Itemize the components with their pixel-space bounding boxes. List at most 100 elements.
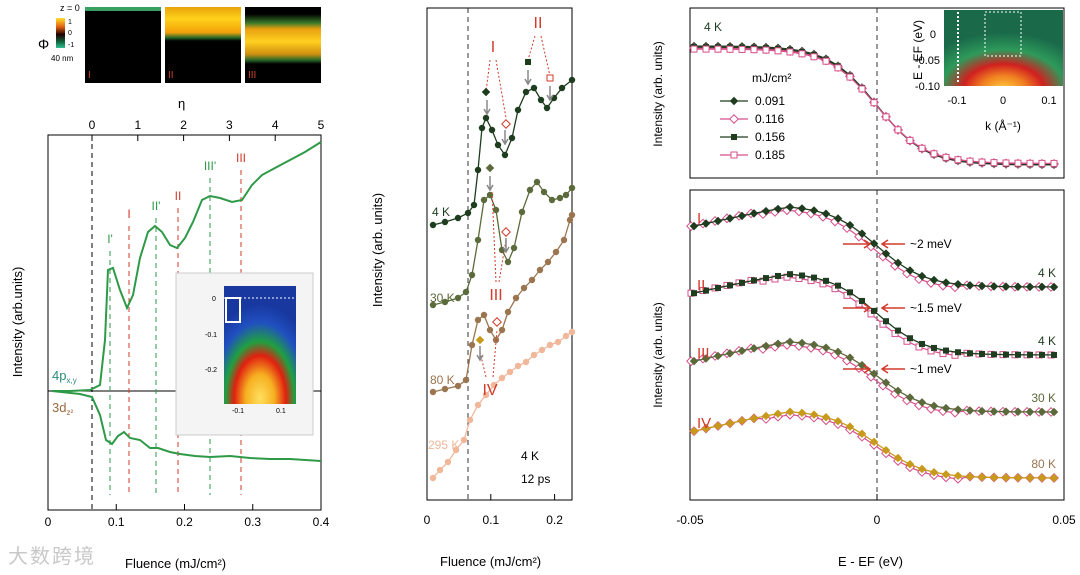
data-point [895,327,901,334]
cbar-tick: -1 [68,42,74,49]
annotation-lines [527,35,551,77]
data-point [835,282,841,289]
data-point [905,393,915,402]
data-point [845,422,855,431]
data-point [1049,282,1059,292]
panel-c-plot: 4 K Intensity (arb. units) mJ/cm² 0.091 0… [651,7,1065,179]
data-point [488,126,496,134]
arrow [486,176,494,192]
data-point [560,236,568,244]
inset-ytick: 0 [212,296,216,303]
data-point [441,385,449,393]
data-point [504,308,512,316]
data-point [546,341,554,349]
data-point [1001,407,1011,416]
inset-ytick: -0.2 [205,367,217,374]
slab-label: III [248,70,256,81]
row-temp: 4 K [1038,266,1056,280]
data-point [510,244,518,252]
data-point [1026,159,1034,167]
slab-label: I [88,70,91,81]
eta-axis: 0 1 2 3 4 5 [89,118,325,141]
annotation-lines [485,59,507,119]
temp-label: 295 K [428,438,459,452]
data-point [701,424,711,433]
data-point [1051,351,1057,358]
data-point [713,351,723,361]
data-point [528,276,536,284]
data-point [821,343,831,352]
data-point [478,124,486,132]
annotation-IV: IV [482,382,497,399]
data-point [965,281,975,290]
data-point [1037,473,1047,483]
legend-label: 0.116 [755,112,784,126]
eta-tick-label: 1 [134,118,141,132]
data-point [514,362,522,370]
data-point [468,341,476,349]
data-point [738,45,746,53]
arrow-right [843,303,872,313]
data-point [918,144,926,152]
data-point [514,106,522,114]
data-point [787,271,793,278]
data-point [558,84,566,92]
data-point [1039,351,1045,358]
data-point [919,340,925,347]
data-point [506,368,514,376]
data-point [1013,473,1023,483]
data-point [729,114,739,124]
data-point [731,134,737,140]
data-point [533,178,541,186]
data-point [931,344,937,351]
data-point [566,216,574,224]
data-point [967,350,973,357]
annotation-I: I [491,39,495,56]
eta-tick-label: 5 [318,118,325,132]
data-point [441,218,449,226]
data-point [1025,473,1035,483]
cmap-phi: Φ [38,36,49,52]
data-point [530,84,538,92]
data-point [833,416,843,426]
legend-title: mJ/cm² [752,71,791,85]
data-point [462,288,470,296]
data-point [894,126,902,134]
x-tick-label: 0 [424,513,431,527]
arrow [476,346,484,362]
data-point [1003,351,1009,358]
cbar-tick: 0 [68,30,72,37]
colorbar [56,18,65,48]
data-point [444,458,452,466]
data-point [751,277,757,284]
data-point [965,472,975,481]
edc-curves [689,41,1059,170]
x-tick-label: 0 [45,515,52,529]
curve-3d [51,390,322,462]
data-point [429,474,437,482]
data-point [1037,282,1047,292]
data-point [989,473,999,482]
data-point [470,201,478,209]
arrow [502,238,510,254]
data-point [468,271,476,279]
x-tick-label: -0.05 [676,513,704,527]
marker-diamond [475,335,485,345]
data-point [436,466,444,474]
inset-ylabel: E - EF (eV) [911,20,925,80]
data-point [568,76,576,84]
data-point [955,349,961,356]
data-point [1014,159,1022,167]
data-point [1001,282,1011,291]
data-point [689,356,699,366]
data-point [568,328,576,336]
data-point [761,341,771,351]
marker-diamond-open [492,317,502,327]
panel-d-plot: -0.05 0 0.05 E - EF (eV) Intensity (arb. u… [651,189,1076,569]
data-point [991,351,997,358]
data-point [869,437,879,447]
data-point [548,196,556,204]
data-point [552,248,560,256]
marker-square [525,59,531,65]
